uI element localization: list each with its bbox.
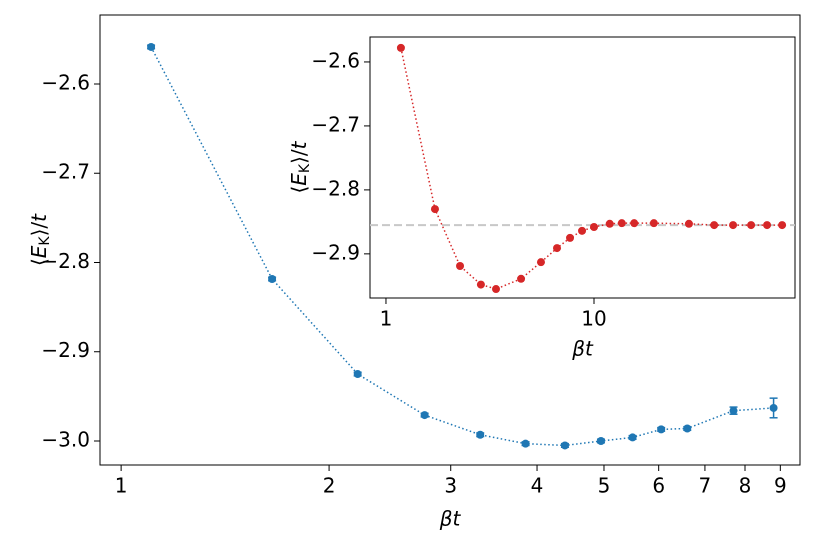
data-point: [710, 221, 719, 230]
data-point: [628, 433, 637, 442]
data-point: [521, 439, 530, 448]
x-tick-label: 7: [699, 474, 712, 498]
y-tick-label: −2.6: [41, 70, 90, 94]
y-tick-label: −3.0: [41, 427, 90, 451]
x-tick-label: 9: [774, 474, 787, 498]
data-point: [456, 262, 465, 271]
data-point: [763, 221, 772, 230]
data-point: [649, 219, 658, 228]
data-point: [536, 258, 545, 267]
y-tick-label: −2.7: [311, 112, 360, 136]
y-axis-label: ⟨EK⟩/t: [287, 140, 314, 193]
data-point: [147, 42, 156, 51]
x-axis-label: βt: [571, 337, 594, 361]
x-tick-label: 6: [652, 474, 665, 498]
data-point: [729, 406, 738, 415]
data-point: [517, 274, 526, 283]
y-tick-label: −2.9: [311, 240, 360, 264]
data-point: [492, 285, 501, 294]
data-point: [769, 403, 778, 412]
data-point: [430, 205, 439, 214]
data-point: [596, 436, 605, 445]
y-tick-label: −2.8: [311, 176, 360, 200]
data-point: [476, 280, 485, 289]
data-point: [396, 43, 405, 52]
data-point: [657, 425, 666, 434]
data-point: [578, 226, 587, 235]
y-tick-label: −2.9: [41, 338, 90, 362]
x-tick-label: 10: [581, 307, 606, 331]
data-point: [683, 424, 692, 433]
x-tick-label: 2: [323, 474, 336, 498]
data-point: [684, 219, 693, 228]
x-tick-label: 4: [531, 474, 544, 498]
data-point: [747, 221, 756, 230]
y-tick-label: −2.7: [41, 160, 90, 184]
data-point: [605, 219, 614, 228]
x-tick-label: 5: [598, 474, 611, 498]
data-point: [268, 275, 277, 284]
data-point: [420, 411, 429, 420]
y-tick-label: −2.6: [311, 48, 360, 72]
x-tick-label: 1: [380, 307, 393, 331]
y-tick-label: −2.8: [41, 249, 90, 273]
plot-area: [369, 36, 796, 299]
data-point: [617, 219, 626, 228]
x-tick-label: 3: [444, 474, 457, 498]
data-point: [590, 222, 599, 231]
data-point: [476, 430, 485, 439]
data-point: [553, 244, 562, 253]
data-point: [630, 219, 639, 228]
x-tick-label: 8: [739, 474, 752, 498]
data-point: [353, 370, 362, 379]
data-point: [729, 221, 738, 230]
x-axis-label: βt: [439, 507, 462, 531]
y-axis-label: ⟨EK⟩/t: [27, 213, 54, 266]
x-tick-label: 1: [115, 474, 128, 498]
data-point: [566, 233, 575, 242]
data-point: [778, 221, 787, 230]
data-point: [560, 441, 569, 450]
